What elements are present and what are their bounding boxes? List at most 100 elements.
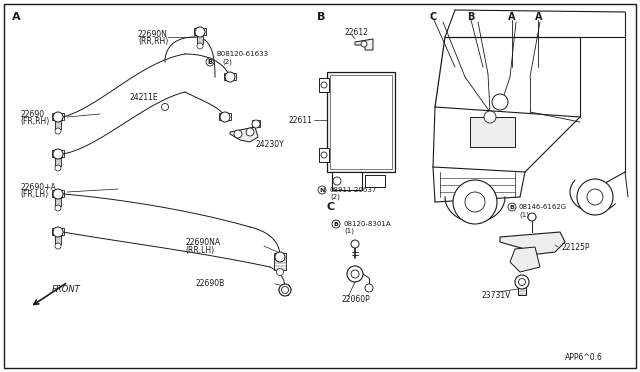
Circle shape — [361, 41, 367, 47]
Text: 08120-8301A: 08120-8301A — [344, 221, 392, 227]
Circle shape — [55, 205, 61, 211]
Circle shape — [365, 284, 373, 292]
Bar — [52, 113, 64, 120]
Text: C: C — [430, 12, 437, 22]
Circle shape — [508, 203, 516, 211]
Circle shape — [347, 266, 363, 282]
Text: 22690+A: 22690+A — [20, 183, 56, 192]
Text: B: B — [509, 205, 515, 209]
Text: B08120-61633: B08120-61633 — [216, 51, 268, 57]
Circle shape — [206, 58, 214, 66]
Circle shape — [351, 240, 359, 248]
Text: 24230Y: 24230Y — [255, 140, 284, 148]
Text: B: B — [333, 221, 339, 227]
Bar — [224, 73, 236, 80]
Circle shape — [53, 189, 63, 199]
Text: (1): (1) — [519, 212, 529, 218]
Text: FRONT: FRONT — [52, 285, 81, 295]
Text: (RR,RH): (RR,RH) — [138, 36, 168, 45]
Circle shape — [234, 130, 242, 138]
Circle shape — [279, 284, 291, 296]
Circle shape — [53, 227, 63, 237]
Text: B: B — [207, 59, 212, 65]
Bar — [518, 282, 526, 295]
Circle shape — [55, 128, 61, 134]
Bar — [55, 197, 61, 206]
Text: (2): (2) — [222, 59, 232, 65]
Circle shape — [318, 186, 326, 194]
Bar — [252, 120, 260, 127]
Circle shape — [518, 279, 525, 285]
Circle shape — [333, 177, 341, 185]
Text: 22611: 22611 — [288, 115, 312, 125]
Text: APP6^0.6: APP6^0.6 — [565, 353, 603, 362]
Polygon shape — [355, 39, 373, 50]
Circle shape — [276, 269, 284, 276]
Bar — [274, 253, 286, 270]
Circle shape — [321, 152, 327, 158]
Circle shape — [246, 128, 254, 136]
Circle shape — [332, 220, 340, 228]
Text: A: A — [508, 12, 515, 22]
Text: B: B — [467, 12, 474, 22]
Circle shape — [351, 270, 359, 278]
Bar — [365, 175, 385, 187]
Circle shape — [195, 27, 205, 37]
Text: 23731V: 23731V — [482, 291, 511, 299]
Circle shape — [252, 120, 260, 128]
Text: 24211E: 24211E — [130, 93, 159, 102]
Bar — [319, 78, 329, 92]
Bar — [52, 150, 64, 157]
Text: A: A — [12, 12, 20, 22]
Text: 22690N: 22690N — [138, 29, 168, 38]
Text: 22690NA: 22690NA — [185, 237, 220, 247]
Bar — [332, 172, 362, 190]
Circle shape — [453, 180, 497, 224]
Bar — [52, 228, 64, 235]
Bar — [219, 113, 231, 120]
Text: 22690B: 22690B — [195, 279, 224, 289]
Circle shape — [465, 192, 485, 212]
Text: 08146-6162G: 08146-6162G — [519, 204, 567, 210]
Text: A: A — [535, 12, 543, 22]
Polygon shape — [510, 247, 540, 272]
Text: C: C — [327, 202, 335, 212]
Circle shape — [55, 165, 61, 171]
Circle shape — [225, 72, 235, 82]
Bar — [197, 35, 203, 44]
Circle shape — [587, 189, 603, 205]
Bar — [330, 75, 392, 169]
Bar — [194, 28, 206, 35]
Polygon shape — [230, 127, 258, 142]
Circle shape — [528, 213, 536, 221]
Text: (FR,LH): (FR,LH) — [20, 189, 48, 199]
Text: 22690: 22690 — [20, 109, 44, 119]
Bar — [327, 72, 395, 172]
Bar — [52, 190, 64, 197]
Bar — [55, 120, 61, 129]
Text: N: N — [319, 187, 324, 192]
Text: 22612: 22612 — [345, 28, 369, 36]
Circle shape — [515, 275, 529, 289]
Circle shape — [55, 243, 61, 249]
Circle shape — [282, 286, 289, 294]
Circle shape — [321, 82, 327, 88]
Bar — [470, 117, 515, 147]
Text: (RR,LH): (RR,LH) — [185, 246, 214, 254]
Circle shape — [161, 103, 168, 110]
Text: 22060P: 22060P — [342, 295, 371, 305]
Text: 22125P: 22125P — [562, 243, 591, 251]
Bar — [55, 235, 61, 244]
Text: (FR,RH): (FR,RH) — [20, 116, 49, 125]
Text: (1): (1) — [344, 228, 354, 234]
Circle shape — [275, 252, 285, 262]
Circle shape — [492, 94, 508, 110]
Text: (2): (2) — [330, 194, 340, 200]
Circle shape — [484, 111, 496, 123]
Circle shape — [197, 43, 203, 49]
Text: 08911-20637: 08911-20637 — [330, 187, 378, 193]
Bar — [319, 148, 329, 162]
Polygon shape — [500, 232, 565, 255]
Circle shape — [53, 112, 63, 122]
Text: B: B — [317, 12, 325, 22]
